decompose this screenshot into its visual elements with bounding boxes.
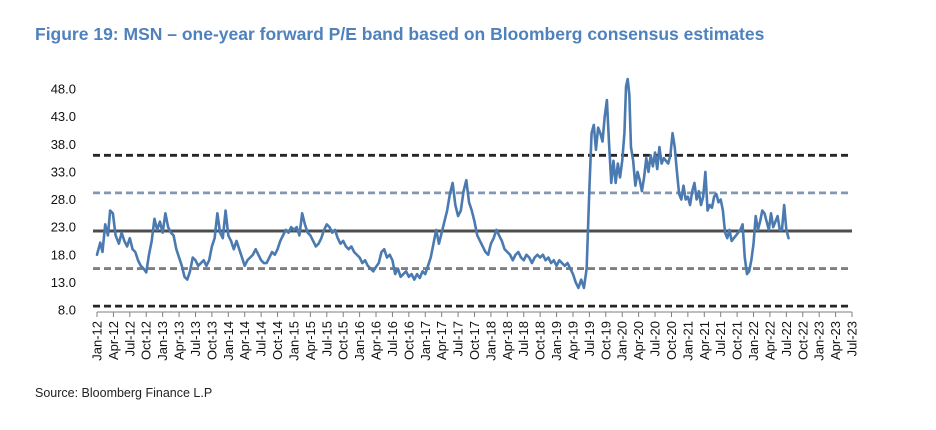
y-tick-label: 33.0	[51, 164, 76, 179]
x-tick-label: Apr-20	[631, 321, 646, 360]
y-tick-label: 18.0	[51, 247, 76, 262]
x-tick-label: Apr-13	[172, 321, 187, 360]
x-tick-label: Jan-16	[352, 321, 367, 361]
x-tick-label: Apr-23	[828, 321, 843, 360]
x-tick-label: Jan-22	[746, 321, 761, 361]
x-tick-label: Jul-19	[582, 321, 597, 356]
x-tick-label: Oct-16	[401, 321, 416, 360]
x-tick-label: Jan-13	[155, 321, 170, 361]
y-tick-label: 48.0	[51, 82, 76, 97]
x-tick-label: Oct-18	[533, 321, 548, 360]
x-tick-label: Jan-21	[680, 321, 695, 361]
x-tick-label: Jan-18	[483, 321, 498, 361]
x-tick-label: Oct-21	[730, 321, 745, 360]
x-tick-label: Jan-17	[418, 321, 433, 361]
x-tick-label: Apr-19	[565, 321, 580, 360]
y-tick-label: 8.0	[58, 303, 76, 318]
x-tick-label: Jan-15	[286, 321, 301, 361]
x-tick-label: Oct-22	[795, 321, 810, 360]
x-tick-label: Apr-17	[434, 321, 449, 360]
x-tick-label: Oct-19	[598, 321, 613, 360]
x-tick-label: Apr-16	[369, 321, 384, 360]
x-tick-label: Jul-20	[648, 321, 663, 356]
x-tick-label: Jan-14	[221, 321, 236, 361]
x-tick-label: Oct-17	[467, 321, 482, 360]
x-tick-label: Jul-14	[254, 321, 269, 356]
x-tick-label: Oct-20	[664, 321, 679, 360]
x-tick-label: Apr-12	[106, 321, 121, 360]
x-tick-label: Jul-21	[713, 321, 728, 356]
x-tick-label: Jul-23	[845, 321, 860, 356]
x-tick-label: Jul-12	[122, 321, 137, 356]
x-tick-label: Apr-22	[762, 321, 777, 360]
series-layer	[95, 77, 790, 290]
source-note: Source: Bloomberg Finance L.P	[35, 386, 213, 400]
chart-title: Figure 19: MSN – one-year forward P/E ba…	[35, 24, 765, 44]
series-line-msn-forward-pe	[95, 77, 790, 290]
x-tick-label: Jul-22	[779, 321, 794, 356]
x-tick-label: Jan-23	[812, 321, 827, 361]
x-tick-label: Jan-19	[549, 321, 564, 361]
y-tick-label: 23.0	[51, 220, 76, 235]
x-axis: Jan-12 Apr-12 Jul-12 Oct-12 Jan-13 Apr-13 Jul-…	[90, 311, 860, 361]
x-tick-label: Oct-14	[270, 321, 285, 360]
x-tick-label: Oct-13	[204, 321, 219, 360]
y-tick-label: 43.0	[51, 109, 76, 124]
x-tick-label: Jan-20	[615, 321, 630, 361]
y-tick-label: 28.0	[51, 192, 76, 207]
x-tick-label: Apr-14	[237, 321, 252, 360]
x-tick-label: Oct-15	[336, 321, 351, 360]
y-tick-label: 13.0	[51, 275, 76, 290]
x-tick-label: Apr-21	[697, 321, 712, 360]
x-tick-label: Jul-18	[516, 321, 531, 356]
x-tick-label: Jul-15	[319, 321, 334, 356]
y-tick-label: 38.0	[51, 137, 76, 152]
x-tick-label: Jul-17	[451, 321, 466, 356]
x-tick-label: Jul-13	[188, 321, 203, 356]
x-tick-label: Apr-18	[500, 321, 515, 360]
x-tick-label: Apr-15	[303, 321, 318, 360]
x-tick-label: Oct-12	[139, 321, 154, 360]
x-tick-label: Jan-12	[90, 321, 105, 361]
x-tick-label: Jul-16	[385, 321, 400, 356]
y-axis-labels: 8.0 13.0 18.0 23.0 28.0 33.0 38.0 43.0 48.0	[51, 82, 76, 318]
